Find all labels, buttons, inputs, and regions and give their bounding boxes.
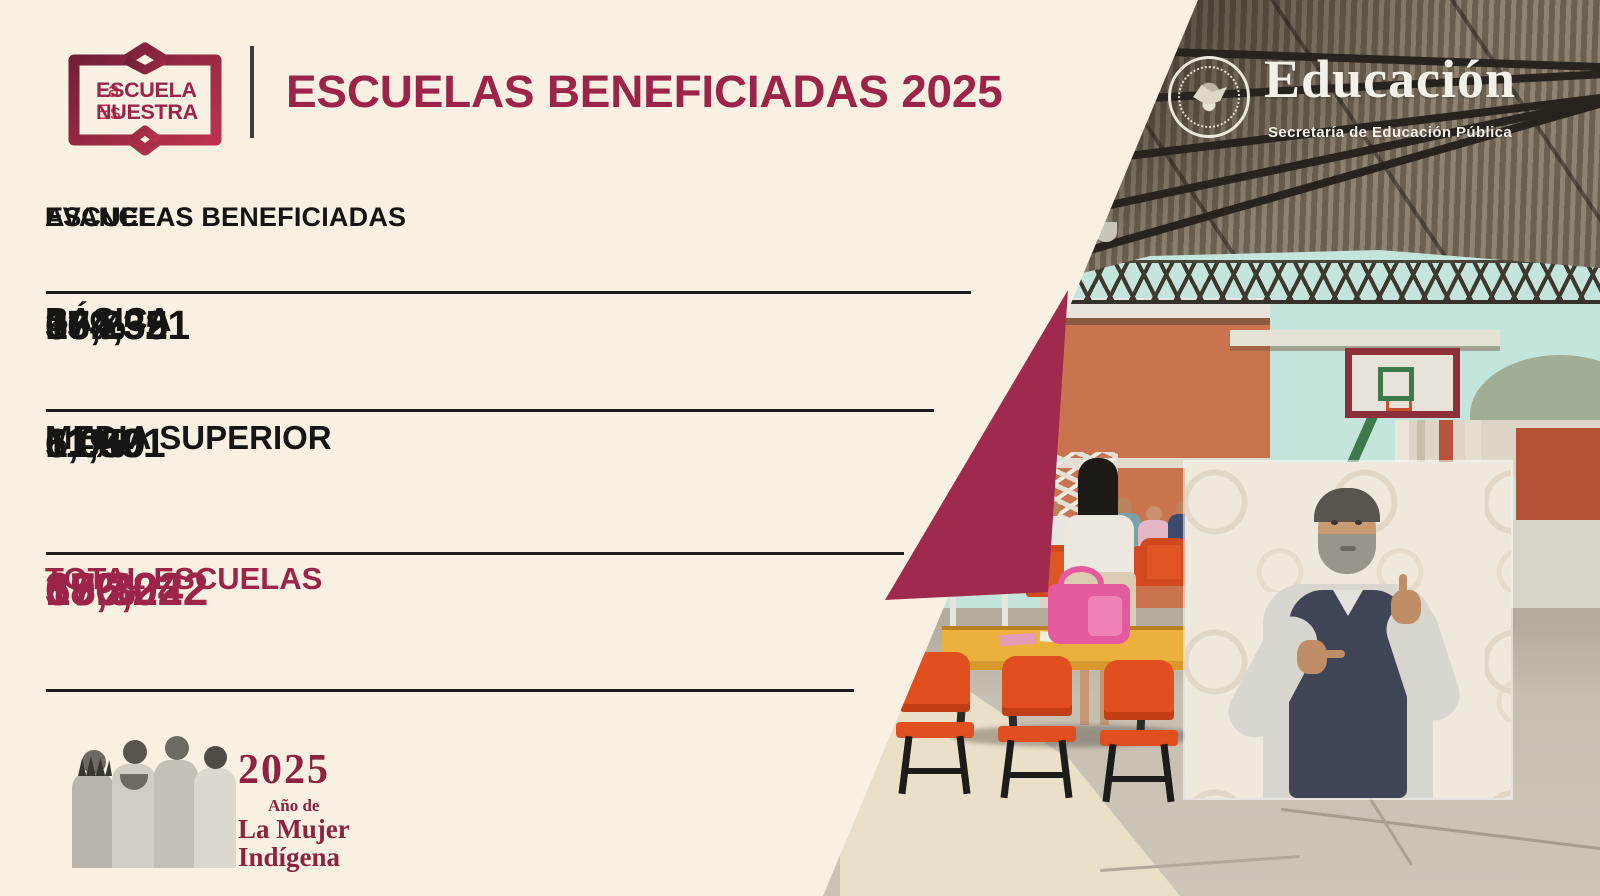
educacion-wordmark: Educación (1264, 49, 1517, 109)
row-label: BÁSICA (45, 301, 172, 338)
cell-escuelas: 174,351 (45, 302, 190, 348)
cell-avance: 36% (45, 302, 126, 348)
col-header-avance: AVANCE (45, 202, 157, 232)
table-rule (46, 552, 904, 555)
interpreter-hand (1297, 640, 1345, 674)
col-header-beneficiadas: ESCUELAS BENEFICIADAS (45, 202, 407, 232)
table-row-basica: BÁSICA 174,351 63,252 36% (45, 301, 905, 406)
indigenous-women-illustration (72, 736, 237, 868)
la-escuela-es-nuestra-logo: La ESCUELA Es NUESTRA (60, 38, 230, 162)
col-header-escuelas: ESCUELAS (45, 202, 194, 232)
row-label: MEDIA SUPERIOR (45, 419, 332, 456)
table-header-row: ESCUELAS ESCUELAS BENEFICIADAS AVANCE (45, 202, 905, 288)
mujer-indigena-badge: 2025 Año de La Mujer Indígena (70, 736, 400, 874)
roof-overhang (1230, 330, 1500, 346)
cell-beneficiadas: 6,050 (45, 420, 146, 466)
cell-beneficiadas: 63,252 (45, 302, 168, 348)
open-book-icon (68, 42, 222, 156)
row-label: TOTAL ESCUELAS (45, 561, 323, 596)
table-rule (46, 291, 971, 294)
badge-line3: Indígena (238, 842, 341, 872)
interpreter-hand (1391, 574, 1421, 624)
cell-avance: 37% (45, 563, 136, 615)
header-divider (250, 46, 254, 138)
table-row-total: TOTAL ESCUELAS 186,242 69,302 37% (45, 561, 905, 686)
sign-language-interpreter-inset (1185, 462, 1511, 798)
terracotta-wall (1516, 428, 1600, 523)
basketball-backboard (1345, 348, 1460, 418)
badge-year: 2025 (238, 747, 330, 793)
sep-subtitle: Secretaría de Educación Pública (1268, 124, 1513, 141)
len-wordmark: La ESCUELA Es NUESTRA (96, 78, 198, 124)
orange-school-chair (1100, 660, 1180, 803)
cell-avance: 51% (45, 420, 126, 466)
table-row-media-superior: MEDIA SUPERIOR 11,891 6,050 51% (45, 419, 905, 548)
cell-beneficiadas: 69,302 (45, 563, 183, 615)
cell-escuelas: 11,891 (45, 420, 166, 466)
cell-escuelas: 186,242 (45, 563, 208, 615)
pink-bag (1048, 566, 1130, 644)
page-title: ESCUELAS BENEFICIADAS 2025 (286, 66, 1003, 117)
table-rule (46, 409, 934, 412)
table-rule (46, 689, 854, 692)
orange-chair (1140, 538, 1188, 586)
sep-logo: Educación Secretaría de Educación Públic… (1168, 48, 1568, 158)
roof-truss (1002, 260, 1600, 304)
mexico-national-seal-icon (1168, 56, 1250, 138)
orange-school-chair (998, 656, 1078, 799)
badge-line1: Año de (268, 796, 320, 815)
badge-line2: La Mujer (238, 814, 350, 844)
